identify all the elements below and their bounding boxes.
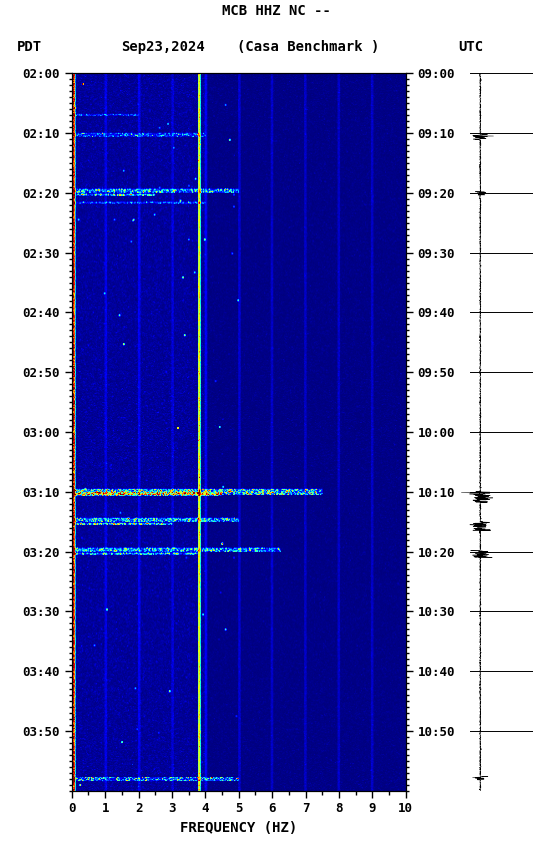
Text: PDT: PDT (17, 41, 42, 54)
Text: (Casa Benchmark ): (Casa Benchmark ) (237, 41, 380, 54)
Text: UTC: UTC (458, 41, 484, 54)
X-axis label: FREQUENCY (HZ): FREQUENCY (HZ) (180, 821, 298, 835)
Text: MCB HHZ NC --: MCB HHZ NC -- (221, 3, 331, 17)
Text: Sep23,2024: Sep23,2024 (121, 41, 205, 54)
